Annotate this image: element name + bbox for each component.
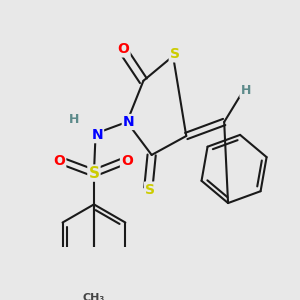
Text: O: O [53, 154, 65, 168]
Text: N: N [123, 115, 134, 129]
Text: N: N [92, 128, 103, 142]
Text: O: O [118, 43, 130, 56]
Text: H: H [240, 84, 251, 97]
Text: S: S [170, 47, 180, 61]
Text: S: S [88, 166, 100, 181]
Text: O: O [121, 154, 133, 168]
Text: CH₃: CH₃ [83, 293, 105, 300]
Text: S: S [145, 183, 155, 196]
Text: H: H [69, 113, 80, 126]
